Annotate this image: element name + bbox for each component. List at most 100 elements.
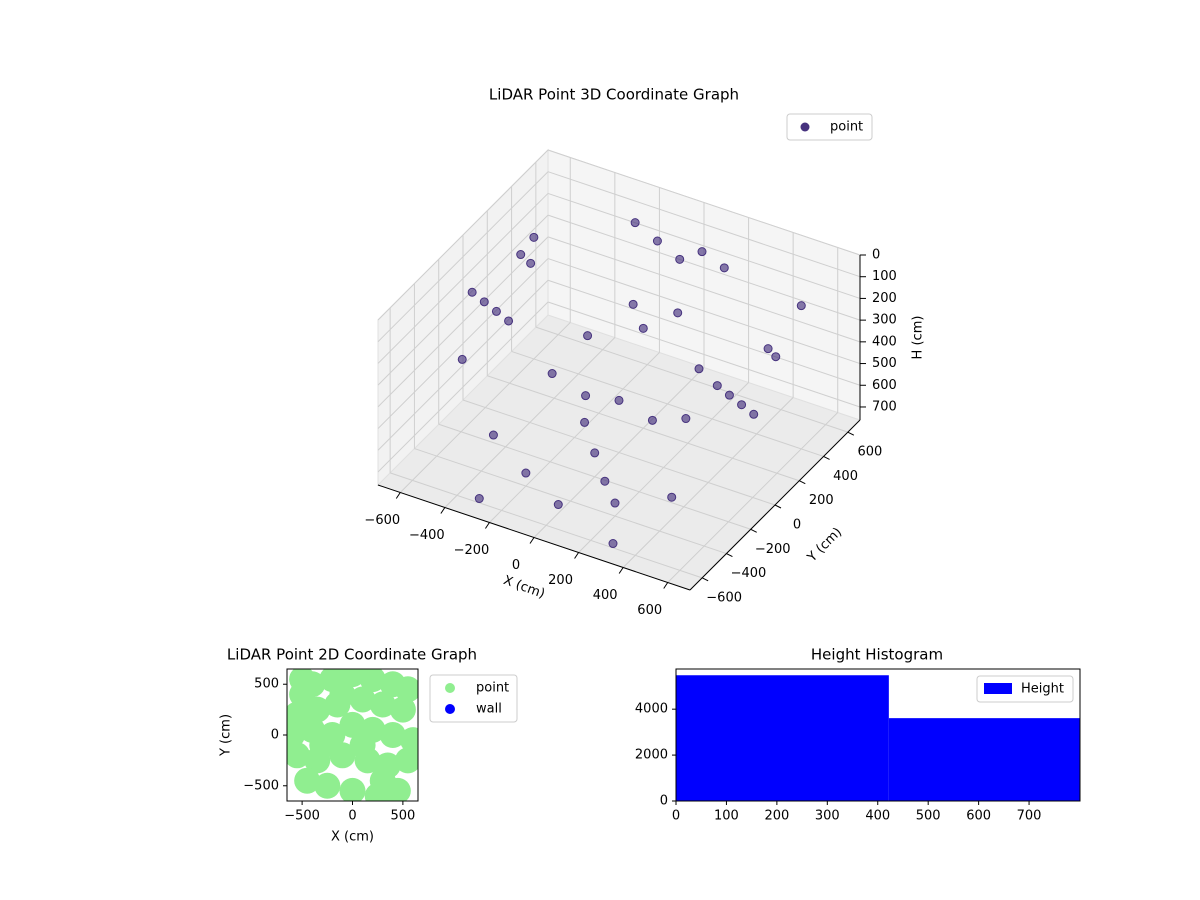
point <box>467 287 477 297</box>
legend-box <box>786 113 873 141</box>
y-tick-label: 0 <box>271 728 279 743</box>
point <box>553 500 563 510</box>
x-tick-label: 500 <box>916 809 941 824</box>
point <box>329 742 356 769</box>
point <box>630 218 640 228</box>
point <box>369 767 396 794</box>
point <box>608 539 618 549</box>
legend-label: wall <box>476 702 502 717</box>
point <box>610 498 620 508</box>
point <box>289 669 316 693</box>
point <box>763 344 773 354</box>
grid-line <box>547 214 861 321</box>
grid-line <box>377 171 549 343</box>
legend-label: Height <box>1021 682 1064 697</box>
point <box>614 395 624 405</box>
point <box>749 409 759 419</box>
point <box>590 448 600 458</box>
y-tick-label: 4000 <box>635 702 668 717</box>
bar <box>888 718 1080 801</box>
grid-line <box>487 375 800 482</box>
point <box>339 711 366 738</box>
chart-title: Height Histogram <box>811 646 943 664</box>
point <box>287 742 311 769</box>
legend-marker <box>800 122 810 132</box>
z-tick-label: 0 <box>872 248 880 263</box>
y-tick-label: 500 <box>254 677 279 692</box>
y-tick <box>799 480 806 485</box>
point <box>304 696 331 723</box>
z-tick-label: 500 <box>872 356 897 371</box>
point <box>580 417 590 427</box>
point <box>399 727 418 754</box>
chart-title: LiDAR Point 2D Coordinate Graph <box>227 646 477 664</box>
legend-marker <box>445 683 455 693</box>
y-tick-label: 0 <box>660 794 668 809</box>
point <box>681 414 691 424</box>
point <box>394 676 418 703</box>
grid-line <box>547 258 861 365</box>
x-tick-label: 100 <box>714 809 739 824</box>
grid-line <box>547 236 861 343</box>
grid-line <box>377 301 549 473</box>
y-tick <box>847 431 855 436</box>
point <box>488 430 498 440</box>
y-tick-label: −600 <box>706 590 742 605</box>
point <box>294 767 321 794</box>
bar <box>676 675 889 801</box>
legend-marker <box>445 704 455 714</box>
x-tick-label: 400 <box>865 809 890 824</box>
x-tick-label: 0 <box>512 558 520 573</box>
z-tick-label: 600 <box>872 378 897 393</box>
x-tick <box>440 507 446 514</box>
point <box>309 732 336 759</box>
point <box>491 306 501 316</box>
x-tick-label: 0 <box>672 809 680 824</box>
y-tick-label: −400 <box>731 566 767 581</box>
y-tick-label: 400 <box>833 469 858 484</box>
point <box>638 323 648 333</box>
x-tick <box>485 522 490 529</box>
grid-line <box>377 236 549 408</box>
grid-line <box>547 192 861 299</box>
x-axis-line <box>377 484 691 591</box>
point <box>628 299 638 309</box>
point <box>667 492 677 502</box>
y-tick-label: 600 <box>857 445 882 460</box>
point <box>394 747 418 774</box>
grid-line <box>535 326 849 433</box>
point <box>675 254 685 264</box>
x-tick <box>574 552 579 559</box>
grid-line <box>547 171 861 278</box>
z-tick-label: 100 <box>872 269 897 284</box>
point <box>600 476 610 486</box>
point <box>349 732 376 759</box>
legend-patch <box>984 683 1012 694</box>
point <box>529 232 539 242</box>
point <box>457 354 467 364</box>
grid-line <box>438 423 751 530</box>
point <box>581 391 591 401</box>
grid-line <box>377 258 549 429</box>
point <box>737 400 747 410</box>
point <box>724 390 734 400</box>
x-tick-label: 200 <box>764 809 789 824</box>
x-tick-label: 700 <box>1017 809 1042 824</box>
z-tick-label: 300 <box>872 313 897 328</box>
point <box>796 301 806 311</box>
grid-line <box>377 149 549 321</box>
grid-line <box>547 149 861 256</box>
y-tick-label: −500 <box>243 778 279 793</box>
y-tick-label: 2000 <box>635 748 668 763</box>
y-axis-label: Y (cm) <box>219 714 234 757</box>
x-tick <box>395 492 401 499</box>
point <box>314 772 341 799</box>
point <box>516 250 526 260</box>
grid-line <box>377 279 549 451</box>
x-tick <box>529 537 535 544</box>
point <box>547 369 557 379</box>
z-tick-label: 400 <box>872 334 897 349</box>
x-tick <box>618 567 624 574</box>
grid-line <box>389 472 703 579</box>
